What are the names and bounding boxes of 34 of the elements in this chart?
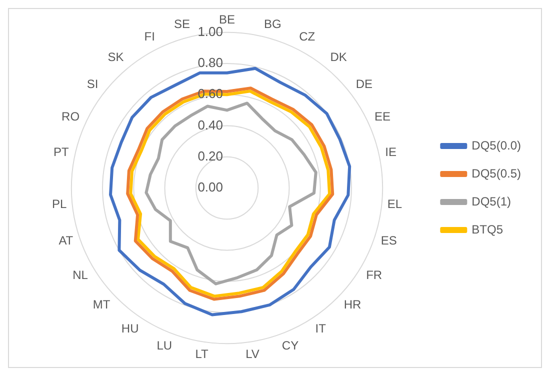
spoke-label: PT: [53, 145, 70, 160]
spoke-label: LV: [246, 347, 260, 362]
spoke-label: CY: [282, 338, 299, 352]
spoke-label: HR: [344, 298, 362, 312]
legend-label: DQ5(1): [472, 194, 511, 208]
y-tick-label: 0.80: [198, 55, 223, 70]
spoke-label: ES: [380, 234, 397, 248]
spoke-label: CZ: [299, 30, 316, 44]
spoke-label: DK: [330, 50, 347, 64]
y-tick-label: 0.20: [198, 148, 223, 164]
spoke-label: SI: [86, 77, 98, 92]
legend-label: DQ5(0.5): [472, 166, 522, 180]
spoke-label: BG: [264, 16, 282, 31]
spoke-label: PL: [52, 196, 67, 211]
spoke-label: NL: [72, 268, 88, 282]
spoke-label: LT: [195, 347, 210, 362]
legend-label: BTQ5: [472, 222, 504, 236]
spoke-label: FI: [144, 30, 155, 44]
spoke-label: EL: [387, 196, 402, 211]
spoke-label: DE: [356, 77, 372, 92]
spoke-label: MT: [92, 298, 111, 312]
spoke-label: FR: [366, 268, 382, 282]
spoke-label: AT: [58, 234, 74, 248]
spoke-label: RO: [62, 110, 80, 124]
spoke-label: SE: [174, 16, 190, 31]
spoke-label: IT: [315, 322, 327, 336]
spoke-label: SK: [108, 50, 124, 64]
spoke-label: EE: [374, 110, 390, 124]
spoke-label: LU: [156, 338, 172, 352]
spoke-label: IE: [385, 145, 397, 160]
legend-label: DQ5(0.0): [472, 138, 522, 152]
spoke-label: HU: [121, 322, 139, 336]
y-tick-label: 0.00: [198, 180, 223, 195]
y-tick-label: 0.40: [198, 117, 223, 132]
